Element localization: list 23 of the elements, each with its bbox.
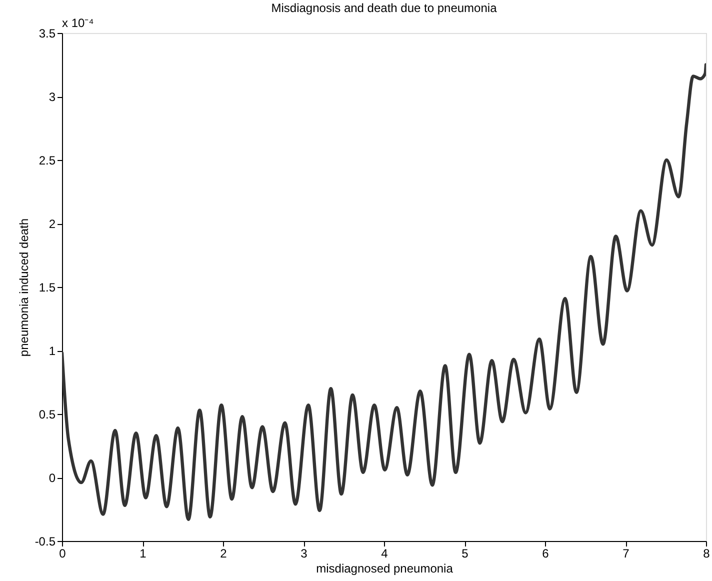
chart-title: Misdiagnosis and death due to pneumonia — [271, 1, 498, 15]
y-tick-label: 3.5 — [38, 26, 56, 40]
y-tick-label: -0.5 — [34, 534, 56, 548]
line-series — [62, 63, 706, 522]
x-tick-label: 3 — [300, 546, 308, 560]
x-tick-label: 1 — [140, 546, 147, 560]
x-tick-label: 4 — [381, 546, 388, 560]
y-tick-label: 2.5 — [38, 154, 56, 168]
x-axis-title: misdiagnosed pneumonia — [316, 562, 454, 576]
y-axis-title: pneumonia induced death — [16, 218, 31, 357]
y-tick-label: 0 — [48, 471, 56, 485]
text: x 10⁻⁴ — [62, 16, 94, 30]
y-tick-label: 2 — [48, 217, 56, 231]
y-tick-label: 0.5 — [38, 408, 56, 422]
x-tick-label: 0 — [59, 546, 66, 560]
x-tick-label: 8 — [703, 546, 710, 560]
x-tick-label: 2 — [220, 546, 228, 560]
y-tick-label: 1 — [48, 344, 56, 358]
y-tick-label: 1.5 — [38, 280, 56, 294]
y-tick-label: 3 — [48, 90, 56, 104]
x-tick-label: 6 — [542, 546, 550, 560]
x-tick-label: 7 — [622, 546, 630, 560]
x-tick-label: 5 — [462, 546, 469, 560]
